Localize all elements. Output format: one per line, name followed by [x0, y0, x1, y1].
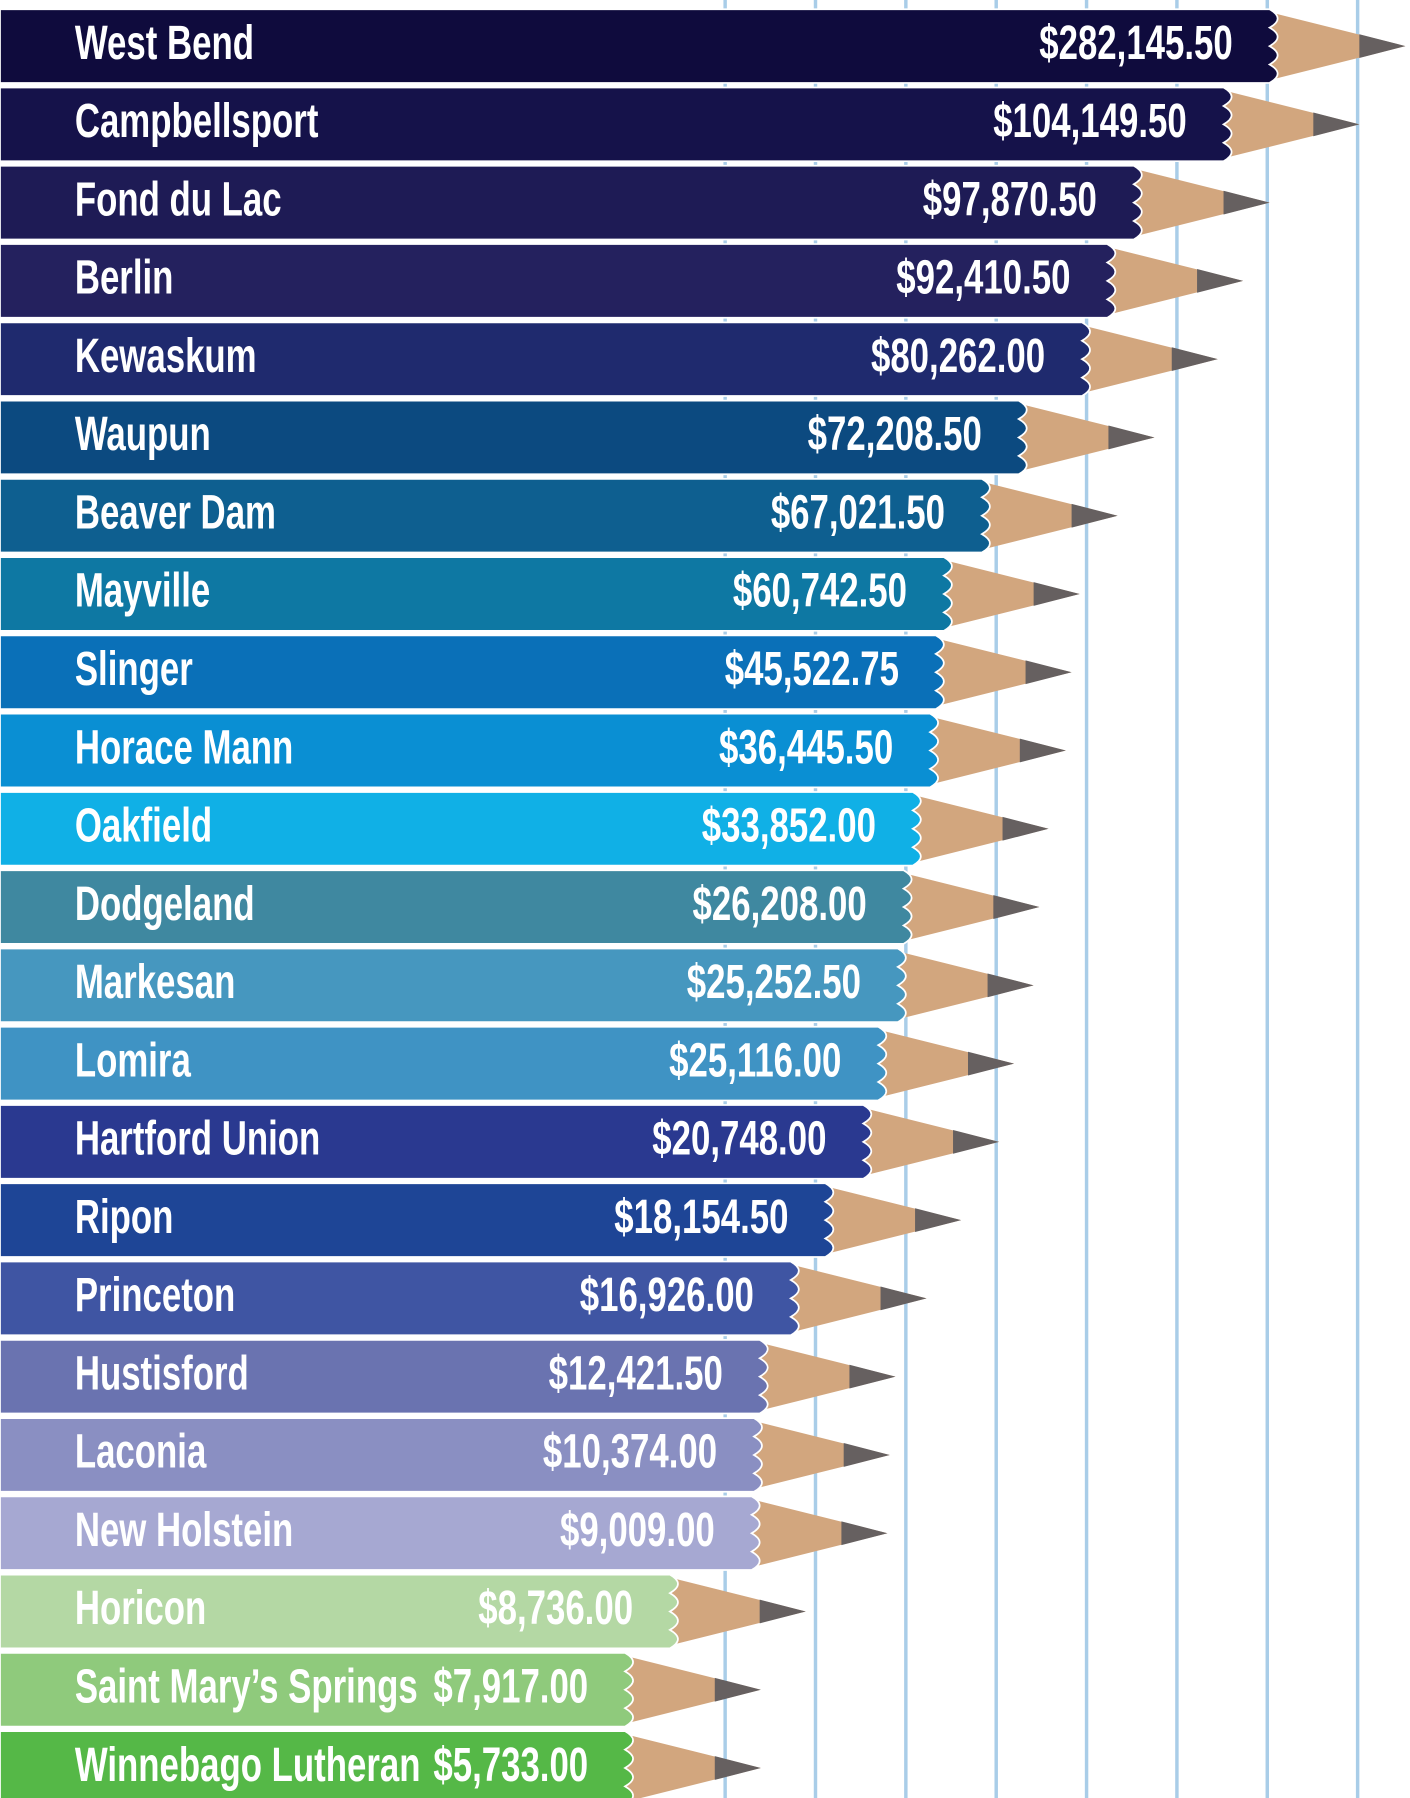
pencil-lead — [1020, 739, 1066, 763]
pencil: Ripon $18,154.50 — [0, 1183, 961, 1257]
value-label: $12,421.50 — [549, 1346, 723, 1400]
value-label: $72,208.50 — [808, 407, 982, 461]
pencil-lead — [844, 1443, 890, 1467]
pencil-lead — [881, 1287, 927, 1311]
pencil-lead — [993, 895, 1039, 919]
pencil-lead — [915, 1208, 961, 1232]
category-label: Horicon — [75, 1581, 206, 1635]
value-label: $9,009.00 — [560, 1502, 715, 1556]
category-label: Campbellsport — [75, 94, 319, 148]
chart: West Bend $282,145.50 Campbellsport $104,14… — [0, 0, 1410, 1798]
category-label: Hustisford — [75, 1346, 249, 1400]
value-label: $8,736.00 — [478, 1581, 633, 1635]
pencil: Princeton $16,926.00 — [0, 1262, 927, 1336]
pencil: Kewaskum $80,262.00 — [0, 322, 1218, 396]
value-label: $67,021.50 — [771, 485, 945, 539]
pencil-lead — [968, 1052, 1014, 1076]
pencil-lead — [841, 1521, 887, 1545]
pencil-lead — [953, 1130, 999, 1154]
pencil: Markesan $25,252.50 — [0, 948, 1034, 1022]
category-label: Markesan — [75, 954, 236, 1008]
category-label: Kewaskum — [75, 328, 257, 382]
pencil-lead — [1313, 112, 1359, 136]
category-label: Mayville — [75, 563, 210, 617]
value-label: $92,410.50 — [896, 250, 1070, 304]
pencil-lead — [1359, 34, 1405, 58]
category-label: Oakfield — [75, 798, 212, 852]
category-label: Lomira — [75, 1033, 191, 1087]
value-label: $20,748.00 — [652, 1111, 826, 1165]
value-label: $25,116.00 — [669, 1033, 841, 1087]
pencil-lead — [849, 1365, 895, 1389]
value-label: $7,917.00 — [433, 1659, 588, 1713]
value-label: $33,852.00 — [702, 798, 876, 852]
pencil-lead — [1224, 191, 1270, 215]
value-label: $80,262.00 — [871, 328, 1045, 382]
value-label: $5,733.00 — [433, 1737, 588, 1791]
pencil: Hartford Union $20,748.00 — [0, 1105, 999, 1179]
value-label: $45,522.75 — [725, 641, 899, 695]
pencil: Mayville $60,742.50 — [0, 557, 1080, 631]
pencil-lead — [715, 1756, 761, 1780]
pencil-lead — [1026, 660, 1072, 684]
category-label: Winnebago Lutheran — [75, 1737, 421, 1791]
category-label: Beaver Dam — [75, 485, 276, 539]
rows: West Bend $282,145.50 Campbellsport $104,14… — [0, 9, 1405, 1798]
value-label: $16,926.00 — [580, 1268, 754, 1322]
pencil: Beaver Dam $67,021.50 — [0, 479, 1118, 553]
pencil: Oakfield $33,852.00 — [0, 792, 1049, 866]
pencil: New Holstein $9,009.00 — [0, 1496, 887, 1570]
value-label: $10,374.00 — [543, 1424, 717, 1478]
value-label: $97,870.50 — [923, 172, 1097, 226]
pencil: Laconia $10,374.00 — [0, 1418, 890, 1492]
pencil-lead — [988, 973, 1034, 997]
pencil-lead — [1072, 504, 1118, 528]
pencil-lead — [1034, 582, 1080, 606]
category-label: Ripon — [75, 1189, 174, 1243]
pencil: Dodgeland $26,208.00 — [0, 870, 1039, 944]
pencil: Hustisford $12,421.50 — [0, 1340, 895, 1414]
pencil: Winnebago Lutheran$5,733.00 — [0, 1731, 761, 1798]
category-label: Slinger — [75, 641, 193, 695]
pencil-lead — [1172, 347, 1218, 371]
category-label: Fond du Lac — [75, 172, 282, 226]
value-label: $36,445.50 — [719, 720, 893, 774]
pencil: Fond du Lac $97,870.50 — [0, 166, 1270, 240]
pencil: Horace Mann $36,445.50 — [0, 714, 1066, 788]
value-label: $25,252.50 — [687, 954, 861, 1008]
value-label: $18,154.50 — [614, 1189, 788, 1243]
pencil-lead — [760, 1600, 806, 1624]
category-label: Dodgeland — [75, 876, 255, 930]
pencil: Slinger $45,522.75 — [0, 635, 1072, 709]
pencil: West Bend $282,145.50 — [0, 9, 1405, 83]
category-label: Horace Mann — [75, 720, 294, 774]
value-label: $26,208.00 — [693, 876, 867, 930]
category-label: Waupun — [75, 407, 211, 461]
pencil: Berlin $92,410.50 — [0, 244, 1243, 318]
pencil-lead — [1003, 817, 1049, 841]
pencil: Campbellsport $104,149.50 — [0, 88, 1359, 162]
pencil-lead — [1197, 269, 1243, 293]
pencil: Lomira $25,116.00 — [0, 1027, 1014, 1101]
category-label: New Holstein — [75, 1502, 293, 1556]
value-label: $60,742.50 — [733, 563, 907, 617]
category-label: Berlin — [75, 250, 174, 304]
category-label: West Bend — [75, 15, 254, 69]
category-label: Saint Mary’s Springs — [75, 1659, 418, 1713]
category-label: Hartford Union — [75, 1111, 320, 1165]
pencil: Horicon $8,736.00 — [0, 1575, 806, 1649]
pencil: Waupun $72,208.50 — [0, 401, 1154, 475]
pencil-lead — [1108, 426, 1154, 450]
value-label: $282,145.50 — [1039, 15, 1233, 69]
pencil-lead — [715, 1678, 761, 1702]
category-label: Princeton — [75, 1268, 235, 1322]
pencil: Saint Mary’s Springs $7,917.00 — [0, 1653, 761, 1727]
value-label: $104,149.50 — [993, 94, 1187, 148]
category-label: Laconia — [75, 1424, 207, 1478]
